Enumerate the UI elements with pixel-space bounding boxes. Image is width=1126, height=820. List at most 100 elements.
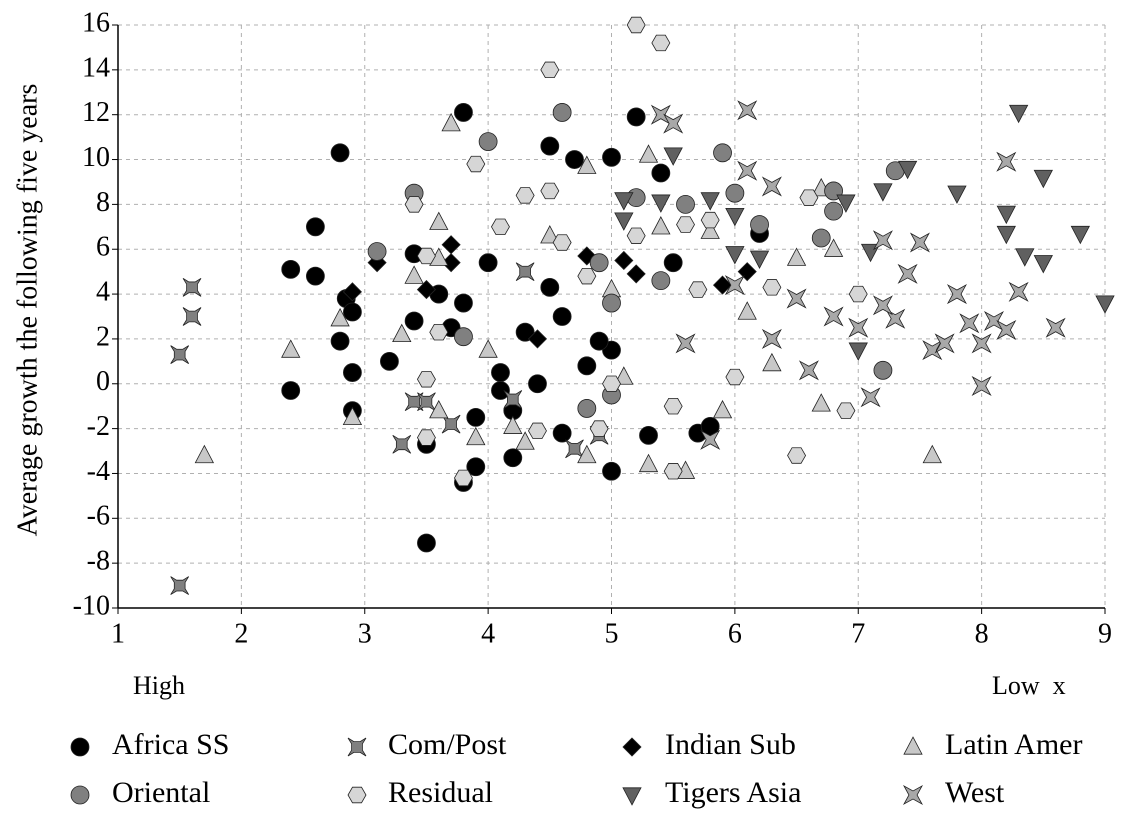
point [725,368,745,386]
legend-label: Latin Amer [945,728,1082,761]
point [577,155,597,174]
point [441,235,461,255]
point [725,207,745,227]
point [897,263,918,284]
point [429,399,449,419]
point [725,183,745,203]
point [614,250,634,271]
point [934,333,955,354]
point [848,342,868,361]
legend-marker [902,784,924,806]
point [305,217,325,237]
point [626,107,646,127]
point [626,16,646,34]
y-axis-label: Average growth the following five years [12,84,43,537]
point [651,216,671,235]
x-tick-label: 2 [234,618,248,649]
point [996,151,1017,172]
point [824,201,843,221]
y-tick-label: -4 [87,456,110,487]
x-tick-label: 4 [481,618,495,649]
point [367,242,387,261]
point [688,281,708,298]
point [873,360,893,380]
point [700,211,720,229]
point [639,425,658,445]
x-tick-label: 5 [605,618,619,649]
point [491,381,510,400]
point [380,351,399,371]
legend-label: Com/Post [388,728,507,761]
point [404,196,424,213]
point [983,310,1004,331]
point [416,247,436,265]
point [651,271,671,291]
point [392,434,412,454]
point [429,211,449,230]
y-tick-label: -8 [87,546,110,577]
point [786,288,807,309]
point [170,345,190,364]
y-tick-label: 2 [96,321,110,352]
point [663,463,683,480]
point [602,375,621,392]
point [897,160,918,180]
point [872,295,893,316]
point [281,381,301,400]
point [552,234,572,251]
legend-label: Africa SS [112,728,229,761]
point [712,399,733,419]
point [737,160,758,181]
point [441,112,461,132]
point [836,194,856,213]
y-tick-label: 16 [82,7,110,38]
point [552,103,572,122]
legend-marker [622,737,642,757]
point [848,285,868,303]
point [515,431,535,450]
point [589,420,609,437]
point [749,250,770,269]
point [737,262,757,282]
point [996,319,1017,340]
point [909,232,930,253]
point [663,253,683,273]
point [638,144,659,163]
point [589,331,609,351]
point [565,150,584,169]
point [638,453,659,473]
y-tick-label: -6 [87,501,110,532]
point [663,147,683,166]
point [194,444,215,464]
point [885,308,906,329]
point [417,392,436,412]
point [552,423,572,443]
point [515,322,535,342]
point [416,429,436,446]
point [527,329,548,349]
point [540,277,560,297]
point [823,306,844,327]
point [1045,317,1066,338]
annotation: High [133,671,185,700]
point [823,238,844,257]
y-tick-label: 12 [82,97,110,128]
point [799,189,819,206]
point [651,163,671,183]
point [404,311,424,331]
x-tick-label: 7 [851,618,865,649]
point [343,363,362,382]
point [540,182,560,200]
point [466,457,486,477]
point [577,399,597,418]
point [491,218,510,235]
point [453,469,473,487]
point [503,415,523,434]
point [466,155,486,173]
x-tick-label: 6 [728,618,742,649]
point [577,267,597,285]
y-tick-label: 6 [96,232,110,263]
point [651,194,671,213]
point [1033,169,1053,189]
